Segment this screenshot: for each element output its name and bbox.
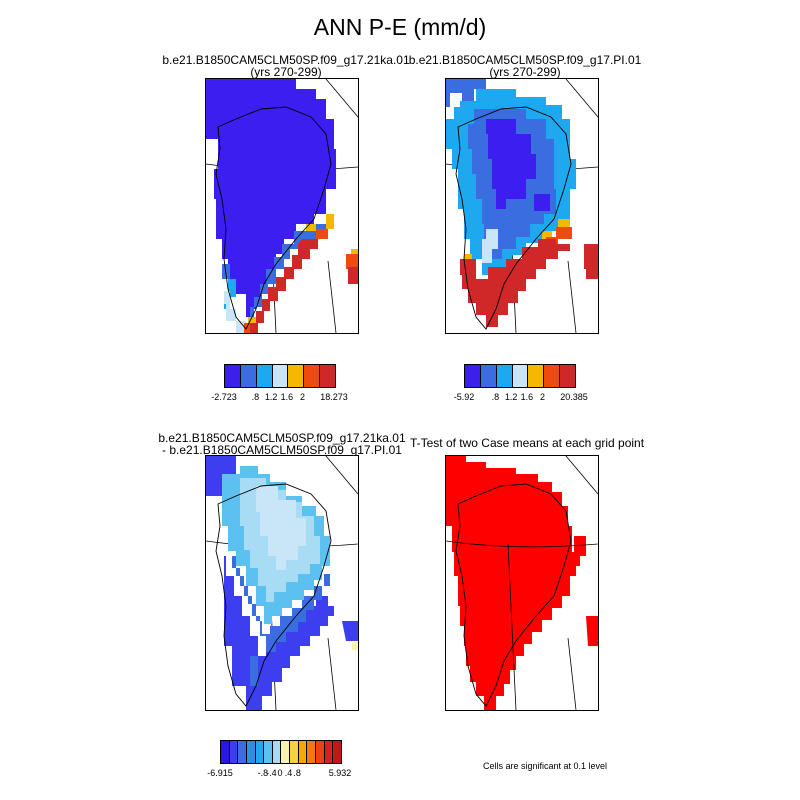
panel-1-title-line2: (yrs 270-299): [250, 65, 322, 79]
colorbar-swatch: [272, 741, 282, 763]
colorbar-label: -2.723: [211, 392, 237, 402]
colorbar-label: 18.273: [320, 392, 348, 402]
panel-1-map-svg: [206, 79, 358, 333]
panel-1-data-cells: [206, 79, 358, 333]
panel-4-data-cells: [446, 456, 598, 710]
colorbar-swatch: [333, 741, 341, 763]
panel-4-coastline: [455, 483, 572, 707]
panel-2-title: b.e21.B1850CAM5CLM50SP.f09_g17.PI.01 (yr…: [370, 54, 680, 78]
colorbar-swatch: [264, 741, 273, 763]
colorbar-swatch: [544, 365, 561, 387]
colorbar-label: 1.6: [280, 392, 294, 402]
main-title: ANN P-E (mm/d): [313, 14, 487, 40]
panel-2-colorbar-labels: -5.92 .8 1.2 1.6 2 20.385: [454, 392, 588, 404]
panel-1-colorbar-labels: -2.723 .8 1.2 1.6 2 18.273: [211, 392, 348, 404]
panel-4-title-line1: T-Test of two Case means at each grid po…: [409, 436, 645, 450]
panel-3-title: b.e21.B1850CAM5CLM50SP.f09_g17.21ka.01 -…: [112, 432, 452, 456]
colorbar-label: .8: [251, 392, 260, 402]
panel-3-map-svg: [206, 456, 358, 710]
colorbar-label: 5.932: [328, 768, 352, 778]
significance-note: Cells are significant at 0.1 level: [482, 761, 608, 771]
colorbar-swatch: [288, 365, 305, 387]
colorbar-swatch: [298, 741, 308, 763]
panel-2-data-cells: [446, 79, 598, 327]
panel-2-title-line1: b.e21.B1850CAM5CLM50SP.f09_g17.PI.01: [408, 53, 642, 67]
panel-1-coastline: [215, 106, 332, 330]
colorbar-swatch: [246, 741, 256, 763]
colorbar-label: 1.6: [520, 392, 534, 402]
panel-3-colorbar: [220, 740, 342, 764]
panel-3-title-line1: b.e21.B1850CAM5CLM50SP.f09_g17.21ka.01: [158, 431, 406, 445]
panel-2-map: [445, 78, 599, 334]
panel-1-map: [205, 78, 359, 334]
panel-4-graticule: [446, 456, 598, 710]
colorbar-label: 2: [540, 392, 546, 402]
panel-3-map: [205, 455, 359, 711]
colorbar-label: 1.2: [504, 392, 518, 402]
panel-3-coastline: [215, 483, 332, 707]
colorbar-swatch: [307, 741, 317, 763]
colorbar-label: .4: [284, 768, 293, 778]
panel-3-title-line2: - b.e21.B1850CAM5CLM50SP.f09_g17.PI.01: [162, 443, 402, 457]
colorbar-label: .8: [491, 392, 500, 402]
colorbar-swatch: [290, 741, 299, 763]
panel-4-map: [445, 455, 599, 711]
colorbar-swatch: [480, 365, 497, 387]
colorbar-swatch: [281, 741, 291, 763]
colorbar-label: .8: [293, 768, 301, 778]
panel-2-map-svg: [446, 79, 598, 333]
colorbar-swatch: [304, 365, 321, 387]
colorbar-label: 0: [277, 768, 283, 778]
colorbar-label: -5.92: [453, 392, 475, 402]
panel-2-colorbar: [464, 364, 576, 388]
colorbar-swatch: [256, 365, 273, 387]
panel-3-data-cells: [206, 456, 358, 710]
panel-2-coastline: [455, 106, 572, 330]
panel-4-map-svg: [446, 456, 598, 710]
colorbar-swatch: [240, 365, 257, 387]
panel-1-colorbar: [224, 364, 336, 388]
panel-1-title: b.e21.B1850CAM5CLM50SP.f09_g17.21ka.01 (…: [116, 54, 456, 78]
colorbar-label: 2: [300, 392, 306, 402]
colorbar-swatch: [465, 365, 481, 387]
colorbar-swatch: [496, 365, 513, 387]
colorbar-label: -.4: [266, 768, 277, 778]
colorbar-label: 20.385: [560, 392, 588, 402]
colorbar-label: -6.915: [207, 768, 233, 778]
colorbar-swatch: [221, 741, 230, 763]
colorbar-swatch: [528, 365, 545, 387]
colorbar-swatch: [225, 365, 241, 387]
colorbar-swatch: [320, 365, 336, 387]
colorbar-swatch: [316, 741, 325, 763]
colorbar-swatch: [512, 365, 529, 387]
colorbar-swatch: [324, 741, 334, 763]
panel-1-title-line1: b.e21.B1850CAM5CLM50SP.f09_g17.21ka.01: [162, 53, 410, 67]
colorbar-swatch: [238, 741, 247, 763]
panel-2-title-line2: (yrs 270-299): [489, 65, 561, 79]
panel-4-title: T-Test of two Case means at each grid po…: [402, 437, 652, 449]
colorbar-swatch: [229, 741, 239, 763]
colorbar-swatch: [255, 741, 265, 763]
colorbar-label: -.8: [257, 768, 269, 778]
panel-3-colorbar-labels: -6.915 -.8 -.4 0.4.8 5.932: [207, 768, 351, 780]
colorbar-swatch: [560, 365, 576, 387]
colorbar-label: 1.2: [264, 392, 278, 402]
colorbar-swatch: [272, 365, 289, 387]
